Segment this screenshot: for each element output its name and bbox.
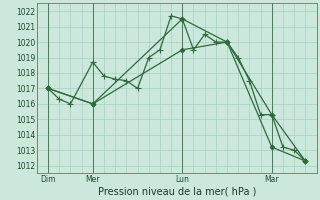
X-axis label: Pression niveau de la mer( hPa ): Pression niveau de la mer( hPa ) [98,187,256,197]
